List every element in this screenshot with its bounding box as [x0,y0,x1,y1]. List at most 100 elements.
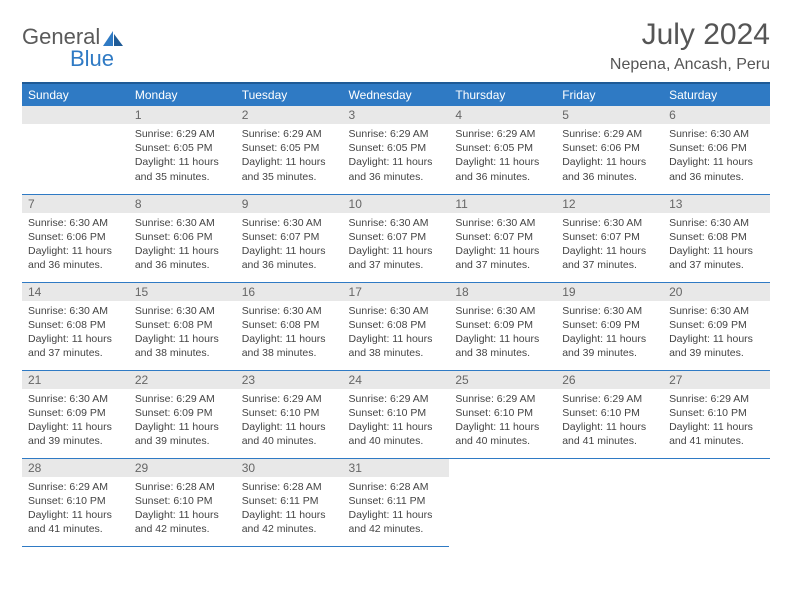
cell-body: Sunrise: 6:28 AMSunset: 6:11 PMDaylight:… [343,477,450,541]
cell-body: Sunrise: 6:30 AMSunset: 6:07 PMDaylight:… [236,213,343,277]
date-number: 26 [556,371,663,389]
calendar-cell: 19Sunrise: 6:30 AMSunset: 6:09 PMDayligh… [556,282,663,370]
location-text: Nepena, Ancash, Peru [610,56,770,74]
sunset-line: Sunset: 6:10 PM [349,406,444,420]
date-number: 3 [343,106,450,124]
sunset-line: Sunset: 6:09 PM [135,406,230,420]
daylight-line: Daylight: 11 hours and 36 minutes. [242,244,337,272]
sunset-line: Sunset: 6:05 PM [242,141,337,155]
date-number: 24 [343,371,450,389]
calendar-cell: 20Sunrise: 6:30 AMSunset: 6:09 PMDayligh… [663,282,770,370]
sunrise-line: Sunrise: 6:30 AM [562,216,657,230]
sunset-line: Sunset: 6:08 PM [135,318,230,332]
date-number: 5 [556,106,663,124]
date-number: 23 [236,371,343,389]
calendar-cell: 7Sunrise: 6:30 AMSunset: 6:06 PMDaylight… [22,194,129,282]
date-number: 27 [663,371,770,389]
day-header-friday: Friday [556,83,663,106]
sunrise-line: Sunrise: 6:30 AM [28,216,123,230]
sunset-line: Sunset: 6:09 PM [562,318,657,332]
calendar-cell: 23Sunrise: 6:29 AMSunset: 6:10 PMDayligh… [236,370,343,458]
daylight-line: Daylight: 11 hours and 36 minutes. [669,155,764,183]
cell-body: Sunrise: 6:30 AMSunset: 6:06 PMDaylight:… [663,124,770,188]
sunset-line: Sunset: 6:10 PM [242,406,337,420]
sunrise-line: Sunrise: 6:30 AM [242,304,337,318]
empty-date-bar [22,106,129,124]
daylight-line: Daylight: 11 hours and 38 minutes. [242,332,337,360]
calendar-cell: 18Sunrise: 6:30 AMSunset: 6:09 PMDayligh… [449,282,556,370]
daylight-line: Daylight: 11 hours and 41 minutes. [28,508,123,536]
sunset-line: Sunset: 6:09 PM [669,318,764,332]
sunrise-line: Sunrise: 6:28 AM [349,480,444,494]
calendar-cell [449,458,556,546]
daylight-line: Daylight: 11 hours and 37 minutes. [669,244,764,272]
sunset-line: Sunset: 6:08 PM [349,318,444,332]
sunrise-line: Sunrise: 6:29 AM [349,392,444,406]
calendar-cell: 14Sunrise: 6:30 AMSunset: 6:08 PMDayligh… [22,282,129,370]
calendar-cell: 8Sunrise: 6:30 AMSunset: 6:06 PMDaylight… [129,194,236,282]
calendar-cell: 9Sunrise: 6:30 AMSunset: 6:07 PMDaylight… [236,194,343,282]
sunrise-line: Sunrise: 6:29 AM [28,480,123,494]
sunrise-line: Sunrise: 6:30 AM [455,304,550,318]
sunset-line: Sunset: 6:06 PM [669,141,764,155]
daylight-line: Daylight: 11 hours and 39 minutes. [135,420,230,448]
calendar-cell: 21Sunrise: 6:30 AMSunset: 6:09 PMDayligh… [22,370,129,458]
cell-body: Sunrise: 6:30 AMSunset: 6:08 PMDaylight:… [236,301,343,365]
sunrise-line: Sunrise: 6:29 AM [242,127,337,141]
cell-body: Sunrise: 6:29 AMSunset: 6:10 PMDaylight:… [22,477,129,541]
calendar-row: 14Sunrise: 6:30 AMSunset: 6:08 PMDayligh… [22,282,770,370]
cell-body: Sunrise: 6:29 AMSunset: 6:10 PMDaylight:… [449,389,556,453]
date-number: 11 [449,195,556,213]
calendar-cell: 31Sunrise: 6:28 AMSunset: 6:11 PMDayligh… [343,458,450,546]
daylight-line: Daylight: 11 hours and 40 minutes. [242,420,337,448]
calendar-cell: 11Sunrise: 6:30 AMSunset: 6:07 PMDayligh… [449,194,556,282]
sunrise-line: Sunrise: 6:30 AM [669,127,764,141]
date-number: 17 [343,283,450,301]
calendar-cell [663,458,770,546]
sunset-line: Sunset: 6:07 PM [562,230,657,244]
cell-body: Sunrise: 6:29 AMSunset: 6:09 PMDaylight:… [129,389,236,453]
date-number: 16 [236,283,343,301]
cell-body: Sunrise: 6:29 AMSunset: 6:05 PMDaylight:… [449,124,556,188]
daylight-line: Daylight: 11 hours and 38 minutes. [455,332,550,360]
sunset-line: Sunset: 6:10 PM [562,406,657,420]
daylight-line: Daylight: 11 hours and 35 minutes. [242,155,337,183]
calendar-row: 7Sunrise: 6:30 AMSunset: 6:06 PMDaylight… [22,194,770,282]
sunrise-line: Sunrise: 6:30 AM [242,216,337,230]
daylight-line: Daylight: 11 hours and 37 minutes. [455,244,550,272]
date-number: 31 [343,459,450,477]
logo: GeneralBlue [22,24,125,72]
sunset-line: Sunset: 6:10 PM [455,406,550,420]
sunrise-line: Sunrise: 6:29 AM [562,127,657,141]
sunrise-line: Sunrise: 6:30 AM [349,216,444,230]
daylight-line: Daylight: 11 hours and 37 minutes. [349,244,444,272]
calendar-cell: 27Sunrise: 6:29 AMSunset: 6:10 PMDayligh… [663,370,770,458]
title-block: July 2024 Nepena, Ancash, Peru [610,18,770,74]
daylight-line: Daylight: 11 hours and 40 minutes. [455,420,550,448]
calendar-cell: 28Sunrise: 6:29 AMSunset: 6:10 PMDayligh… [22,458,129,546]
sunrise-line: Sunrise: 6:29 AM [135,127,230,141]
calendar-cell: 6Sunrise: 6:30 AMSunset: 6:06 PMDaylight… [663,106,770,194]
sunset-line: Sunset: 6:06 PM [28,230,123,244]
cell-body: Sunrise: 6:30 AMSunset: 6:09 PMDaylight:… [22,389,129,453]
month-title: July 2024 [610,18,770,52]
cell-body: Sunrise: 6:30 AMSunset: 6:09 PMDaylight:… [663,301,770,365]
calendar-cell: 3Sunrise: 6:29 AMSunset: 6:05 PMDaylight… [343,106,450,194]
sunrise-line: Sunrise: 6:30 AM [135,304,230,318]
sunset-line: Sunset: 6:08 PM [669,230,764,244]
daylight-line: Daylight: 11 hours and 39 minutes. [28,420,123,448]
date-number: 13 [663,195,770,213]
cell-body: Sunrise: 6:29 AMSunset: 6:10 PMDaylight:… [663,389,770,453]
date-number: 20 [663,283,770,301]
daylight-line: Daylight: 11 hours and 39 minutes. [669,332,764,360]
sunset-line: Sunset: 6:10 PM [28,494,123,508]
cell-body: Sunrise: 6:29 AMSunset: 6:05 PMDaylight:… [129,124,236,188]
calendar-cell: 30Sunrise: 6:28 AMSunset: 6:11 PMDayligh… [236,458,343,546]
calendar-cell: 17Sunrise: 6:30 AMSunset: 6:08 PMDayligh… [343,282,450,370]
sunrise-line: Sunrise: 6:30 AM [669,304,764,318]
daylight-line: Daylight: 11 hours and 38 minutes. [135,332,230,360]
day-header-saturday: Saturday [663,83,770,106]
sunset-line: Sunset: 6:05 PM [349,141,444,155]
daylight-line: Daylight: 11 hours and 37 minutes. [28,332,123,360]
daylight-line: Daylight: 11 hours and 40 minutes. [349,420,444,448]
